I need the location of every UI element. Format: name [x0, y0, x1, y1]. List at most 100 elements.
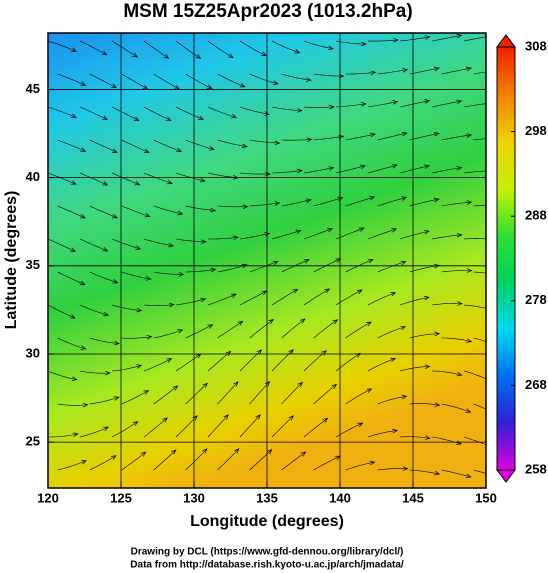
arrowhead — [133, 116, 140, 121]
arrowhead — [400, 260, 407, 266]
streamline — [271, 40, 300, 53]
arrowhead — [401, 131, 408, 137]
arrowhead — [233, 381, 239, 387]
x-axis-label: Longitude (degrees) — [190, 513, 344, 530]
streamline — [463, 103, 486, 108]
colorbar-tick-label: 288 — [525, 208, 547, 223]
arrowhead — [367, 259, 374, 264]
arrowhead — [456, 371, 463, 377]
streamline — [399, 436, 430, 439]
arrowhead — [177, 329, 184, 334]
arrowhead — [390, 292, 397, 297]
streamline — [409, 133, 439, 141]
arrowhead — [434, 331, 441, 337]
streamline — [409, 333, 440, 339]
arrowhead — [391, 228, 398, 233]
arrowhead — [424, 435, 431, 440]
arrowhead — [206, 84, 213, 89]
streamline — [121, 451, 146, 471]
arrowhead — [223, 414, 229, 420]
streamline — [367, 430, 398, 438]
streamline — [271, 230, 301, 240]
arrowhead — [423, 229, 430, 235]
streamline — [89, 139, 118, 153]
arrowhead — [231, 113, 237, 119]
streamline — [473, 71, 486, 75]
streamline — [345, 321, 372, 339]
streamline — [473, 337, 486, 342]
streamline — [441, 134, 472, 141]
streamline — [303, 167, 334, 174]
arrowhead — [305, 77, 312, 82]
arrowhead — [456, 33, 463, 39]
streamline — [281, 382, 303, 405]
arrowhead — [292, 288, 299, 294]
streamline — [367, 164, 397, 174]
arrowhead — [466, 66, 472, 72]
y-tick-label: 45 — [26, 81, 40, 96]
arrowhead — [305, 198, 312, 203]
arrowhead — [328, 45, 334, 51]
arrowhead — [113, 396, 120, 401]
streamline — [249, 449, 272, 471]
arrowhead — [288, 415, 294, 421]
arrowhead — [227, 53, 234, 59]
streamline — [153, 329, 183, 339]
arrowhead — [424, 99, 431, 104]
arrowhead — [136, 307, 143, 313]
streamline — [48, 172, 76, 185]
arrowhead — [434, 66, 440, 72]
streamline — [377, 197, 407, 207]
streamline — [185, 448, 208, 471]
arrowhead — [456, 166, 463, 171]
streamline — [121, 205, 150, 217]
x-tick-label: 135 — [256, 490, 278, 505]
streamline — [271, 415, 294, 438]
arrowhead — [143, 148, 150, 153]
arrowhead — [401, 394, 408, 400]
streamline — [463, 36, 486, 42]
streamline — [143, 358, 172, 372]
arrowhead — [210, 267, 217, 273]
streamline — [335, 40, 366, 45]
streamline — [111, 421, 138, 438]
streamline — [313, 136, 344, 141]
streamline — [57, 139, 86, 152]
streamline — [431, 167, 462, 174]
streamline — [48, 433, 78, 438]
streamline — [153, 139, 182, 152]
arrowhead — [80, 81, 87, 86]
arrowhead — [366, 321, 372, 327]
arrowhead — [268, 319, 274, 325]
arrowhead — [199, 177, 206, 183]
streamline — [377, 326, 406, 339]
arrowhead — [329, 104, 335, 110]
arrowhead — [300, 451, 307, 457]
streamline — [335, 165, 366, 174]
arrowhead — [424, 164, 430, 169]
arrowhead — [466, 338, 473, 343]
arrowhead — [111, 83, 118, 89]
streamline — [377, 69, 408, 75]
streamline — [399, 366, 430, 372]
streamline — [79, 106, 108, 120]
x-tick-label: 130 — [183, 490, 205, 505]
streamline — [89, 205, 118, 219]
streamline — [89, 396, 119, 405]
streamline — [473, 271, 486, 274]
streamline — [111, 365, 142, 372]
arrowhead — [332, 319, 339, 325]
arrowhead — [400, 325, 407, 331]
streamline — [48, 40, 77, 52]
streamline — [57, 460, 87, 471]
arrowhead — [369, 460, 376, 466]
arrowhead — [390, 357, 397, 363]
arrowhead — [103, 311, 110, 317]
arrowhead — [456, 99, 463, 105]
arrowhead — [111, 148, 118, 153]
streamline — [249, 202, 280, 207]
x-tick-label: 150 — [475, 490, 497, 505]
arrowhead — [201, 239, 207, 244]
streamline — [89, 455, 117, 471]
